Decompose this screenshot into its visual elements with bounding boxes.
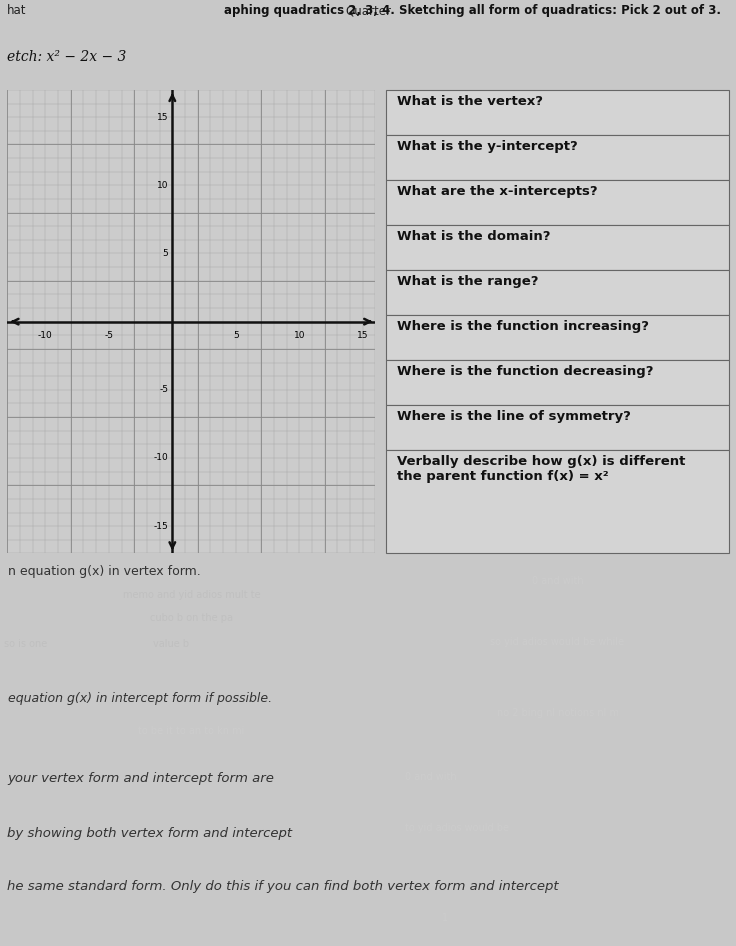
Text: -10: -10 (154, 453, 169, 463)
Text: Verbally describe how g(x) is different
the parent function f(x) = x²: Verbally describe how g(x) is different … (397, 454, 685, 482)
Text: What is the y-intercept?: What is the y-intercept? (397, 139, 578, 152)
Text: so is one: so is one (4, 639, 47, 650)
Text: -5: -5 (105, 331, 113, 341)
Bar (386, 315, 729, 359)
Bar (386, 270, 729, 315)
Text: to yid adios would be: to yid adios would be (405, 823, 509, 833)
Text: -5: -5 (160, 385, 169, 394)
Text: aphing quadratics 2, 3, 4. Sketching all form of quadratics: Pick 2 out of 3.: aphing quadratics 2, 3, 4. Sketching all… (224, 4, 721, 17)
Text: equation g(x) in intercept form if possible.: equation g(x) in intercept form if possi… (7, 692, 272, 706)
Text: 10: 10 (157, 181, 169, 190)
Text: so yid adios would be while: so yid adios would be while (490, 637, 625, 647)
Bar (386, 135, 729, 180)
Text: value b: value b (153, 639, 189, 650)
Text: hat: hat (7, 4, 26, 17)
Text: 5: 5 (163, 249, 169, 258)
Bar (386, 90, 729, 135)
Text: 15: 15 (357, 331, 369, 341)
Text: Where is the function increasing?: Where is the function increasing? (397, 320, 648, 333)
Text: to be it to an to kn mi: to be it to an to kn mi (138, 727, 244, 736)
Text: 0 and with: 0 and with (405, 772, 456, 782)
Text: n equation g(x) in vertex form.: n equation g(x) in vertex form. (7, 565, 200, 578)
Bar (386, 359, 729, 405)
Text: What is the vertex?: What is the vertex? (397, 95, 542, 108)
Text: -10: -10 (38, 331, 53, 341)
Text: memo and yid adios mult te: memo and yid adios mult te (123, 590, 260, 600)
Text: 15: 15 (157, 113, 169, 122)
Text: 0 and with: 0 and with (531, 576, 584, 586)
Bar (386, 225, 729, 270)
Text: your vertex form and intercept form are: your vertex form and intercept form are (7, 772, 275, 785)
Text: he same standard form. Only do this if you can find both vertex form and interce: he same standard form. Only do this if y… (7, 880, 559, 893)
Bar (386, 405, 729, 450)
Text: etch: x² − 2x − 3: etch: x² − 2x − 3 (7, 50, 127, 63)
Bar (386, 180, 729, 225)
Text: Quarter: Quarter (345, 4, 391, 17)
Text: no 2 bing nl notions nl m: no 2 bing nl notions nl m (497, 709, 618, 718)
Text: 1: 1 (442, 913, 447, 923)
Text: Where is the line of symmetry?: Where is the line of symmetry? (397, 410, 631, 423)
Text: 5: 5 (233, 331, 238, 341)
Text: What is the domain?: What is the domain? (397, 230, 551, 242)
Text: by showing both vertex form and intercept: by showing both vertex form and intercep… (7, 827, 292, 840)
Text: -15: -15 (154, 521, 169, 531)
Text: Where is the function decreasing?: Where is the function decreasing? (397, 364, 653, 377)
Text: What is the range?: What is the range? (397, 274, 538, 288)
Text: What are the x-intercepts?: What are the x-intercepts? (397, 184, 598, 198)
Bar (386, 450, 729, 553)
Text: 10: 10 (294, 331, 305, 341)
Text: cubo b on the pa: cubo b on the pa (150, 613, 233, 622)
